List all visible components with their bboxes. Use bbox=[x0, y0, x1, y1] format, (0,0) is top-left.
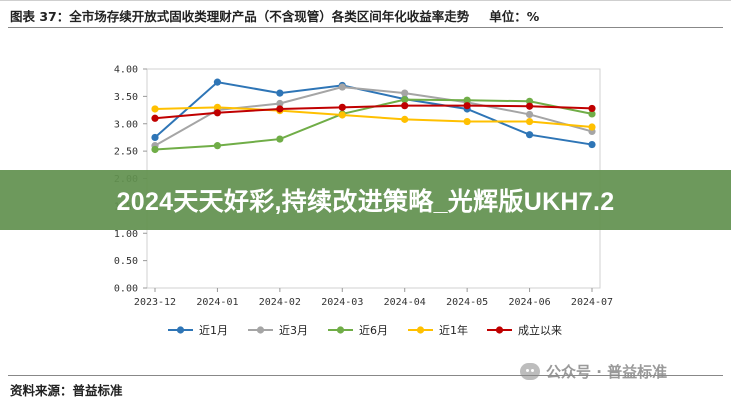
source-note: 资料来源：普益标准 bbox=[10, 383, 123, 398]
legend-item-1: 近1月 bbox=[168, 324, 228, 337]
series-line bbox=[154, 104, 593, 120]
data-point bbox=[588, 110, 596, 118]
data-point bbox=[401, 89, 409, 97]
y-tick-label: 3.00 bbox=[114, 119, 138, 130]
data-point bbox=[213, 78, 222, 86]
data-point bbox=[588, 123, 596, 131]
legend-item-3: 近6月 bbox=[328, 324, 388, 337]
legend-marker bbox=[416, 326, 425, 334]
data-point bbox=[213, 109, 222, 117]
data-point bbox=[151, 114, 159, 122]
unit-label: 单位：% bbox=[489, 9, 540, 24]
y-tick-label: 1.00 bbox=[114, 229, 138, 240]
x-tick-label: 2024-04 bbox=[384, 297, 426, 308]
data-point bbox=[338, 103, 346, 111]
x-tick-label: 2024-03 bbox=[321, 297, 363, 308]
legend-marker bbox=[176, 326, 185, 334]
title-divider bbox=[8, 27, 723, 28]
data-point bbox=[338, 111, 346, 119]
data-point bbox=[213, 103, 222, 111]
series-5 bbox=[151, 102, 596, 122]
data-point bbox=[588, 104, 596, 113]
data-point bbox=[338, 83, 346, 91]
data-point bbox=[401, 115, 409, 123]
legend-item-5: 成立以来 bbox=[487, 323, 562, 337]
x-tick-label: 2024-06 bbox=[508, 297, 550, 308]
chart-title-text: 图表 37：全市场存续开放式固收类理财产品（不含现管）各类区间年化收益率走势 bbox=[10, 9, 470, 24]
y-tick-label: 0.50 bbox=[114, 256, 138, 267]
banner-text: 2024天天好彩,持续改进策略_光辉版UKH7.2 bbox=[116, 188, 615, 216]
legend-marker bbox=[495, 326, 504, 334]
chart-title: 图表 37：全市场存续开放式固收类理财产品（不含现管）各类区间年化收益率走势 单位… bbox=[10, 6, 539, 25]
data-point bbox=[525, 110, 534, 119]
data-point bbox=[151, 145, 159, 154]
watermark-text: 公众号 · 普益标准 bbox=[546, 363, 668, 381]
series-line bbox=[154, 81, 593, 146]
data-point bbox=[276, 135, 284, 143]
y-tick-label: 4.00 bbox=[114, 65, 138, 76]
overlay-banner: 2024天天好彩,持续改进策略_光辉版UKH7.2 bbox=[0, 170, 731, 230]
data-point bbox=[213, 142, 222, 150]
legend-label: 近1月 bbox=[199, 324, 228, 337]
x-tick-label: 2024-01 bbox=[196, 297, 238, 308]
legend-item-4: 近1年 bbox=[408, 323, 468, 337]
legend-label: 成立以来 bbox=[518, 323, 562, 337]
data-point bbox=[463, 117, 471, 126]
top-border bbox=[0, 0, 731, 1]
data-point bbox=[151, 133, 159, 142]
y-tick-label: 0.00 bbox=[114, 284, 138, 295]
x-tick-label: 2024-05 bbox=[446, 297, 488, 308]
series-line bbox=[154, 106, 593, 129]
legend-marker bbox=[336, 326, 345, 334]
data-point bbox=[525, 131, 534, 139]
series-line bbox=[154, 86, 593, 147]
data-point bbox=[525, 117, 534, 126]
y-tick-label: 3.50 bbox=[114, 92, 138, 103]
footer-divider bbox=[8, 375, 723, 376]
legend-item-2: 近3月 bbox=[248, 324, 308, 337]
legend-label: 近6月 bbox=[359, 324, 388, 337]
data-point bbox=[276, 105, 284, 113]
x-tick-label: 2023-12 bbox=[134, 297, 176, 308]
y-tick-label: 2.50 bbox=[114, 147, 138, 158]
series-4 bbox=[151, 103, 596, 131]
watermark: 公众号 · 普益标准 bbox=[520, 361, 667, 382]
data-point bbox=[463, 96, 471, 104]
x-tick-label: 2024-02 bbox=[259, 297, 301, 308]
data-point bbox=[525, 97, 534, 105]
x-tick-label: 2024-07 bbox=[571, 297, 613, 308]
legend-label: 近3月 bbox=[279, 324, 308, 337]
wechat-icon bbox=[520, 363, 540, 380]
data-point bbox=[401, 96, 409, 104]
data-point bbox=[276, 99, 284, 108]
data-point bbox=[525, 102, 534, 110]
data-point bbox=[151, 105, 159, 113]
data-point bbox=[463, 102, 471, 110]
data-point bbox=[588, 140, 596, 149]
data-point bbox=[401, 102, 409, 110]
legend-marker bbox=[256, 326, 265, 334]
data-point bbox=[276, 89, 284, 97]
legend-label: 近1年 bbox=[439, 323, 468, 337]
